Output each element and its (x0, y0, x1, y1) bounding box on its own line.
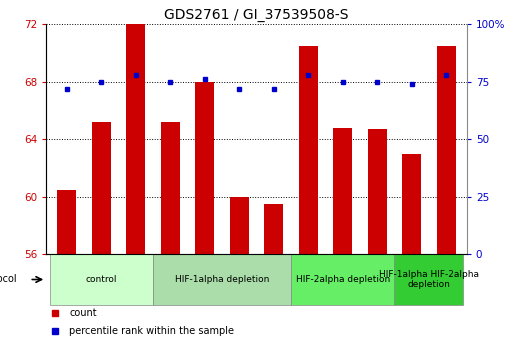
Text: percentile rank within the sample: percentile rank within the sample (69, 326, 234, 336)
Bar (394, 254, 463, 305)
Bar (50, 254, 153, 305)
Text: HIF-1alpha depletion: HIF-1alpha depletion (175, 275, 269, 284)
Bar (92, 122, 111, 254)
Bar (153, 254, 291, 305)
Title: GDS2761 / GI_37539508-S: GDS2761 / GI_37539508-S (164, 8, 349, 22)
Bar (195, 82, 214, 254)
Bar (57, 190, 76, 254)
Bar (291, 254, 394, 305)
Bar (368, 129, 387, 254)
Text: HIF-2alpha depletion: HIF-2alpha depletion (295, 275, 390, 284)
Bar (264, 204, 283, 254)
Text: HIF-1alpha HIF-2alpha
depletion: HIF-1alpha HIF-2alpha depletion (379, 270, 479, 289)
Bar (333, 128, 352, 254)
Text: protocol: protocol (0, 275, 17, 285)
Bar (126, 24, 145, 254)
Text: count: count (69, 308, 97, 318)
Bar (299, 46, 318, 254)
Bar (230, 197, 249, 254)
Bar (402, 154, 421, 254)
Bar (437, 46, 456, 254)
Text: control: control (86, 275, 117, 284)
Bar (161, 122, 180, 254)
